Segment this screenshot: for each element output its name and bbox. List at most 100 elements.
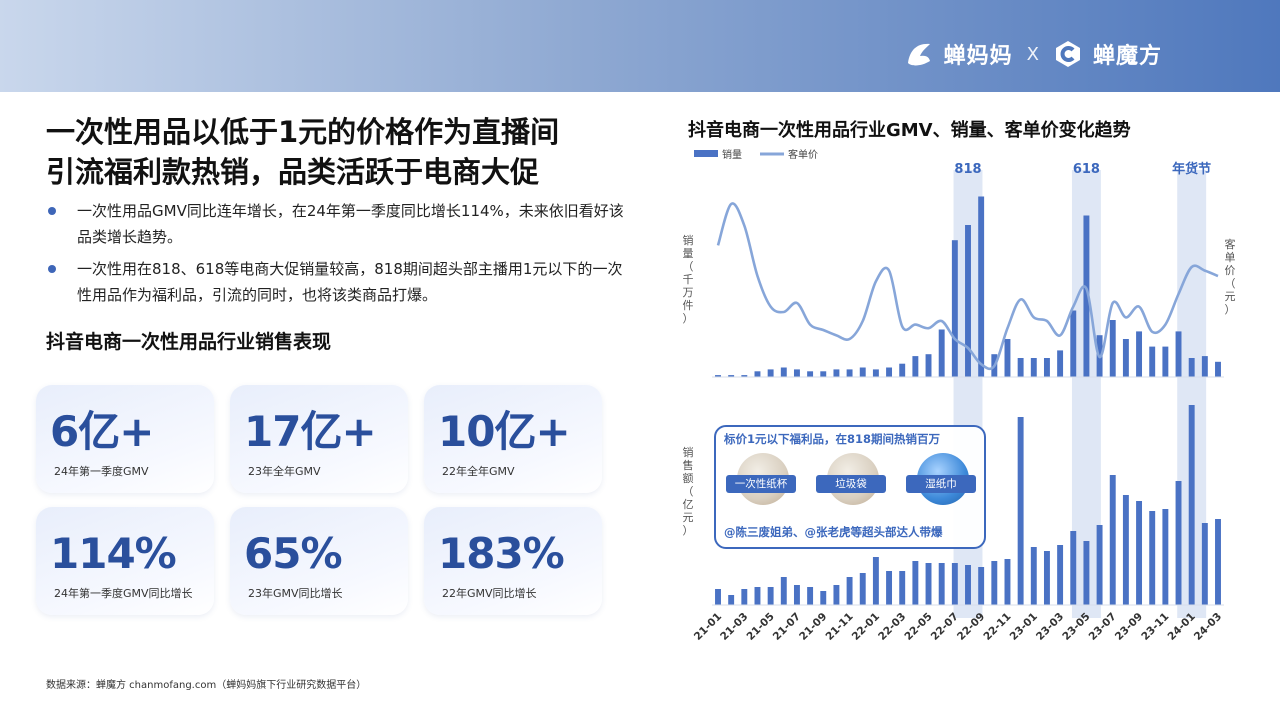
bottom-left-axis-label: （ <box>683 485 694 498</box>
kpi-label: 24年第一季度GMV同比增长 <box>54 587 193 600</box>
bullet-text: 一次性用品GMV同比连年增长，在24年第一季度同比增长114%，未来依旧看好该品… <box>77 202 624 246</box>
gmv-bar <box>820 591 827 605</box>
gmv-bar <box>780 577 787 605</box>
sales-volume-bar <box>951 240 958 377</box>
highlight-label: 年货节 <box>1172 161 1211 177</box>
kpi-value: 114% <box>50 529 177 578</box>
gmv-bar <box>1136 501 1143 605</box>
gmv-bar <box>991 561 998 605</box>
sales-volume-bar <box>767 369 774 377</box>
chanmama-logo-icon <box>907 43 930 66</box>
gmv-bar <box>886 571 893 605</box>
kpi-card: 183% 22年GMV同比增长 <box>424 507 602 615</box>
callout-items: 一次性纸杯 垃圾袋 湿纸巾 <box>726 451 976 517</box>
kpi-grid: 6亿+ 24年第一季度GMV 17亿+ 23年全年GMV 10亿+ 22年全年G… <box>36 385 602 617</box>
gmv-bar <box>1083 541 1090 605</box>
kpi-card: 6亿+ 24年第一季度GMV <box>36 385 214 493</box>
x-tick-label: 21-05 <box>745 611 777 643</box>
top-banner: 蝉妈妈 X 蝉魔方 <box>0 0 1280 92</box>
unit-price-line <box>716 202 1219 371</box>
sales-volume-bar <box>886 367 893 377</box>
sales-volume-bar <box>1070 310 1077 377</box>
x-tick-label: 23-03 <box>1034 611 1066 643</box>
chart-title: 抖音电商一次性用品行业GMV、销量、客单价变化趋势 <box>688 120 1131 141</box>
gmv-bar <box>1057 545 1064 605</box>
sales-volume-bar <box>715 375 721 377</box>
bullet-item: 一次性用品GMV同比连年增长，在24年第一季度同比增长114%，未来依旧看好该品… <box>46 198 626 250</box>
x-tick-label: 22-11 <box>981 611 1013 643</box>
sales-volume-bar <box>1083 215 1090 377</box>
top-left-axis-label: 千 <box>683 273 694 286</box>
x-tick-label: 22-05 <box>902 611 934 643</box>
kpi-card: 17亿+ 23年全年GMV <box>230 385 408 493</box>
x-tick-label: 21-11 <box>823 611 855 643</box>
sales-volume-bar <box>1030 358 1037 377</box>
sales-volume-bar <box>872 369 879 377</box>
sales-volume-bar <box>1122 339 1129 377</box>
x-tick-label: 21-01 <box>692 611 724 643</box>
bottom-left-axis-label: ） <box>683 524 694 537</box>
bullet-list: 一次性用品GMV同比连年增长，在24年第一季度同比增长114%，未来依旧看好该品… <box>46 198 626 314</box>
sales-volume-bar <box>1109 320 1116 377</box>
kpi-value: 65% <box>244 529 343 578</box>
gmv-bar <box>925 563 932 605</box>
top-right-axis-label: ） <box>1225 303 1236 316</box>
gmv-bar <box>1070 531 1077 605</box>
kpi-value: 10亿+ <box>438 407 571 456</box>
gmv-bar <box>754 587 761 605</box>
kpi-value: 6亿+ <box>50 407 154 456</box>
top-left-axis-label: （ <box>683 260 694 273</box>
gmv-bar <box>1122 495 1129 605</box>
source-footnote: 数据来源：蝉魔方 chanmofang.com（蝉妈妈旗下行业研究数据平台） <box>46 680 367 691</box>
sales-volume-bar <box>1175 331 1182 377</box>
sales-volume-bar <box>938 329 945 377</box>
top-left-axis-label: 量 <box>683 247 694 260</box>
sales-volume-bar <box>1043 358 1050 377</box>
gmv-bar <box>872 557 879 605</box>
headline: 一次性用品以低于1元的价格作为直播间 引流福利款热销，品类活跃于电商大促 <box>46 112 626 192</box>
welfare-callout: 标价1元以下福利品，在818期间热销百万 一次性纸杯 垃圾袋 湿纸巾 @陈三废姐… <box>714 425 986 549</box>
sales-volume-bar <box>925 354 932 377</box>
bullet-item: 一次性用在818、618等电商大促销量较高，818期间超头部主播用1元以下的一次… <box>46 256 626 308</box>
x-tick-label: 22-07 <box>929 611 961 643</box>
legend-sales-label: 销量 <box>722 148 742 161</box>
bottom-left-axis-label: 额 <box>683 472 694 485</box>
highlight-label: 618 <box>1073 162 1100 177</box>
sales-volume-bar <box>741 375 748 377</box>
section-title: 抖音电商一次性用品行业销售表现 <box>46 331 332 353</box>
bottom-left-axis-label: 销 <box>683 445 694 459</box>
top-right-axis-label: 价 <box>1225 264 1236 277</box>
headline-line-1: 一次性用品以低于1元的价格作为直播间 <box>46 115 560 149</box>
top-right-axis-label: 元 <box>1225 290 1236 303</box>
sales-volume-bar <box>780 367 787 377</box>
sales-volume-bar <box>754 371 761 377</box>
gmv-bar <box>767 587 774 605</box>
gmv-bar <box>1149 511 1156 605</box>
product-disposable-cup: 一次性纸杯 <box>726 451 796 515</box>
sales-volume-bar <box>912 356 919 377</box>
gmv-bar <box>846 577 853 605</box>
kpi-card: 114% 24年第一季度GMV同比增长 <box>36 507 214 615</box>
gmv-bar <box>912 561 919 605</box>
gmv-bar <box>1188 405 1195 605</box>
chanmofang-logo-icon <box>1055 41 1080 67</box>
brand-chanmama: 蝉妈妈 <box>943 44 1013 69</box>
x-tick-label: 23-11 <box>1139 611 1171 643</box>
gmv-bar <box>715 589 721 605</box>
gmv-bar <box>1175 481 1182 605</box>
kpi-value: 183% <box>438 529 565 578</box>
gmv-bar <box>1201 523 1208 605</box>
sales-volume-bar <box>1136 331 1143 377</box>
product-tag: 一次性纸杯 <box>726 475 796 493</box>
sales-volume-bar <box>899 363 906 377</box>
kpi-label: 24年第一季度GMV <box>54 465 149 478</box>
product-tag: 垃圾袋 <box>816 475 886 493</box>
x-tick-label: 21-07 <box>771 611 803 643</box>
top-left-axis-label: 万 <box>683 286 694 299</box>
gmv-bar <box>807 587 814 605</box>
kpi-value: 17亿+ <box>244 407 377 456</box>
top-left-axis-label: 销 <box>683 233 694 247</box>
product-tag: 湿纸巾 <box>906 475 976 493</box>
sales-volume-bar <box>1004 339 1011 377</box>
